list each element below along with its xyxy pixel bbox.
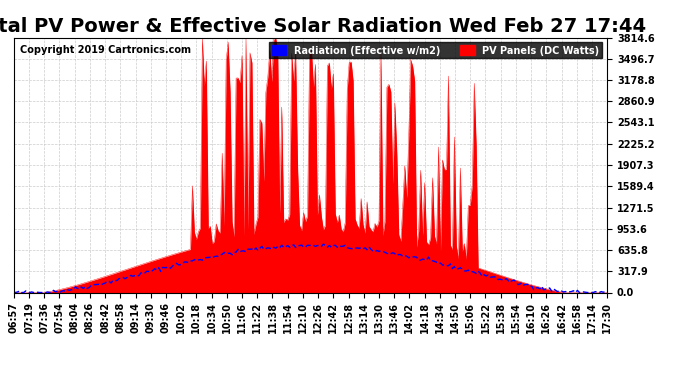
Legend: Radiation (Effective w/m2), PV Panels (DC Watts): Radiation (Effective w/m2), PV Panels (D… bbox=[269, 42, 602, 58]
Text: Copyright 2019 Cartronics.com: Copyright 2019 Cartronics.com bbox=[20, 45, 190, 55]
Title: Total PV Power & Effective Solar Radiation Wed Feb 27 17:44: Total PV Power & Effective Solar Radiati… bbox=[0, 17, 647, 36]
